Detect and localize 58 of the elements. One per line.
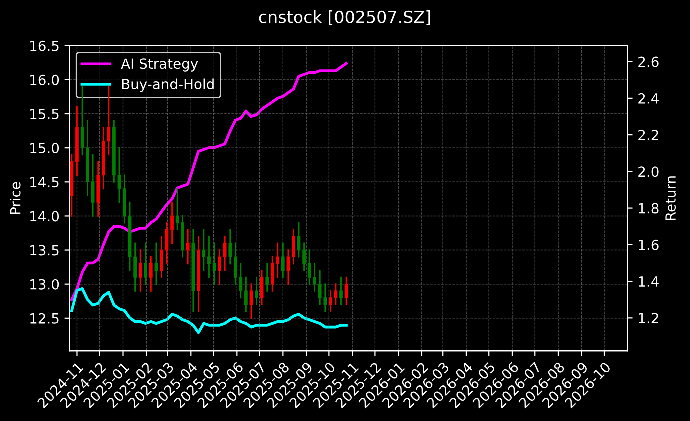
y-tick-label: 16.5 — [30, 40, 59, 52]
y2-tick-label: 2.0 — [638, 166, 659, 178]
y2-tick-label: 1.4 — [639, 276, 659, 287]
y-tick-label: 12.5 — [30, 313, 59, 324]
y-tick-label: 14.5 — [30, 177, 59, 188]
candlestick — [186, 229, 190, 265]
candlestick — [282, 242, 285, 278]
candlestick — [255, 276, 258, 306]
candlestick — [80, 86, 84, 156]
y-axis-title: Price — [10, 182, 21, 214]
chart-title: cnstock [002507.SZ] — [259, 10, 430, 26]
candlestick — [170, 202, 174, 244]
candlestick — [165, 222, 169, 265]
candlestick — [234, 242, 238, 286]
y-tick-label: 15.5 — [30, 109, 59, 120]
candlestick — [208, 236, 211, 278]
candlestick — [239, 263, 243, 299]
candlestick — [260, 270, 264, 306]
candlestick — [228, 229, 232, 265]
candlestick — [302, 242, 306, 272]
candlestick — [266, 263, 269, 292]
candlestick — [329, 290, 332, 312]
y2-axis-title: Return — [666, 176, 676, 220]
candlestick — [334, 284, 338, 306]
y2-tick-label: 2.2 — [638, 130, 658, 140]
candlestick — [340, 276, 343, 306]
line-series — [70, 287, 348, 334]
candlestick — [344, 276, 348, 306]
y-tick-label: 14.0 — [30, 211, 60, 222]
y-tick-label: 13.5 — [30, 245, 59, 256]
candlestick — [176, 188, 180, 231]
candlestick — [160, 236, 164, 278]
y-tick-label: 16.0 — [30, 74, 60, 86]
y-tick-label: 15.0 — [30, 143, 60, 154]
candlestick — [202, 229, 206, 272]
candlestick — [218, 250, 222, 286]
candlestick — [244, 276, 248, 312]
candlestick — [149, 256, 153, 292]
candlestick — [313, 263, 317, 292]
y2-tick-label: 2.4 — [638, 93, 659, 104]
y2-tick-label: 2.6 — [638, 56, 659, 68]
candlestick — [144, 242, 148, 286]
candlestick — [91, 154, 95, 217]
candlestick — [118, 147, 122, 204]
candlestick — [212, 242, 216, 286]
y2-tick-label: 1.6 — [639, 240, 659, 250]
legend-label: Buy-and-Hold — [122, 78, 214, 92]
candlestick — [154, 242, 158, 286]
y-tick-label: 13.0 — [30, 279, 60, 290]
candlestick — [223, 236, 227, 272]
y2-tick-label: 1.2 — [639, 313, 658, 324]
legend-label: AI Strategy — [121, 58, 198, 72]
candlestick — [134, 242, 137, 292]
y2-tick-label: 1.8 — [639, 203, 659, 214]
candlestick — [138, 250, 142, 292]
candlestick — [286, 250, 290, 286]
candlestick — [308, 250, 312, 286]
candlestick — [292, 229, 296, 265]
